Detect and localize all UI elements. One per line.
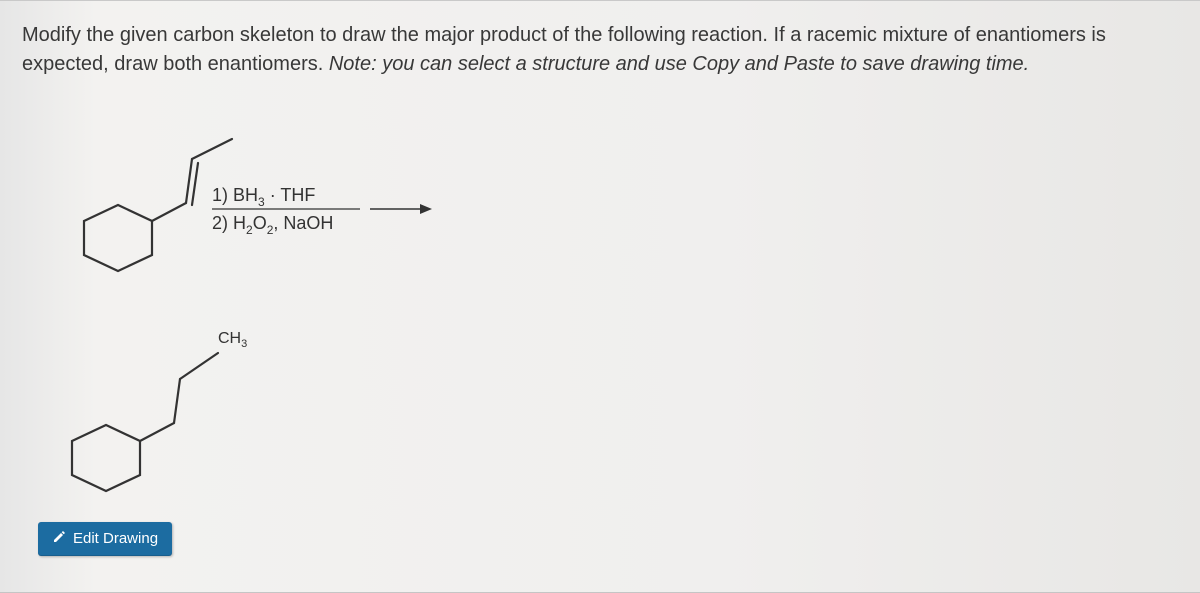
reactant-bond-2b (192, 163, 198, 205)
reaction-svg: 1) BH3 · THF 2) H2O2, NaOH (22, 95, 642, 315)
skeleton-ring (72, 425, 140, 491)
reagent-step-1: 1) BH3 · THF (212, 185, 315, 209)
skeleton-ch3-label: CH3 (218, 330, 247, 350)
edit-drawing-label: Edit Drawing (73, 531, 158, 546)
reactant-bond-2a (186, 159, 192, 203)
prompt-line-2a: expected, draw both enantiomers. (22, 53, 329, 75)
skeleton-svg: CH3 (22, 313, 342, 518)
edit-drawing-button[interactable]: Edit Drawing (38, 522, 172, 556)
reactant-ring (84, 205, 152, 271)
skeleton-bond-1 (140, 423, 174, 441)
prompt-note: Note: you can select a structure and use… (329, 53, 1029, 75)
skeleton-bond-3 (180, 353, 218, 379)
question-prompt: Modify the given carbon skeleton to draw… (22, 21, 1178, 79)
prompt-line-1: Modify the given carbon skeleton to draw… (22, 24, 1106, 46)
skeleton-bond-2 (174, 379, 180, 423)
pencil-icon (52, 530, 66, 547)
reagent-step-2: 2) H2O2, NaOH (212, 213, 333, 237)
reactant-bond-1 (152, 203, 186, 221)
question-panel: Modify the given carbon skeleton to draw… (0, 0, 1200, 593)
answer-skeleton: CH3 (22, 313, 342, 518)
reactant-bond-3 (192, 139, 232, 159)
reaction-scheme: 1) BH3 · THF 2) H2O2, NaOH (22, 95, 642, 315)
reaction-arrow-head (420, 204, 432, 214)
